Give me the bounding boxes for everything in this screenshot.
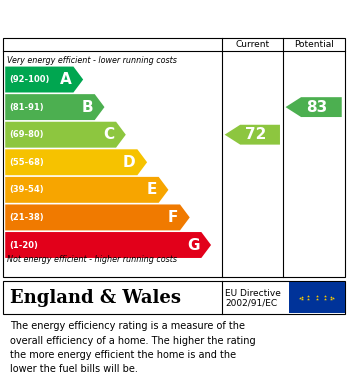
Polygon shape — [5, 94, 104, 120]
Text: (81-91): (81-91) — [9, 102, 44, 111]
Text: Not energy efficient - higher running costs: Not energy efficient - higher running co… — [7, 255, 177, 264]
Text: B: B — [81, 100, 93, 115]
Polygon shape — [5, 204, 190, 230]
Text: D: D — [123, 155, 136, 170]
Polygon shape — [5, 66, 83, 93]
Polygon shape — [5, 122, 126, 148]
Text: 83: 83 — [306, 100, 327, 115]
Text: The energy efficiency rating is a measure of the
overall efficiency of a home. T: The energy efficiency rating is a measur… — [10, 321, 256, 375]
Text: E: E — [147, 182, 157, 197]
Text: (69-80): (69-80) — [9, 130, 44, 139]
Text: (55-68): (55-68) — [9, 158, 44, 167]
Polygon shape — [285, 97, 342, 117]
Text: England & Wales: England & Wales — [10, 289, 181, 307]
Text: (21-38): (21-38) — [9, 213, 44, 222]
Text: C: C — [103, 127, 114, 142]
Text: (39-54): (39-54) — [9, 185, 44, 194]
Text: G: G — [187, 237, 200, 253]
Text: Current: Current — [235, 40, 269, 49]
Polygon shape — [5, 177, 168, 203]
Text: Very energy efficient - lower running costs: Very energy efficient - lower running co… — [7, 56, 177, 65]
Text: 2002/91/EC: 2002/91/EC — [226, 299, 277, 308]
Text: Potential: Potential — [294, 40, 334, 49]
Bar — [289, 282, 345, 313]
Polygon shape — [5, 149, 147, 175]
Polygon shape — [225, 125, 280, 145]
Text: 72: 72 — [245, 127, 266, 142]
Polygon shape — [5, 232, 211, 258]
Text: (1-20): (1-20) — [9, 240, 38, 249]
Text: EU Directive: EU Directive — [226, 289, 281, 298]
Text: Energy Efficiency Rating: Energy Efficiency Rating — [10, 11, 232, 26]
Text: A: A — [60, 72, 72, 87]
Text: (92-100): (92-100) — [9, 75, 50, 84]
Text: F: F — [168, 210, 178, 225]
